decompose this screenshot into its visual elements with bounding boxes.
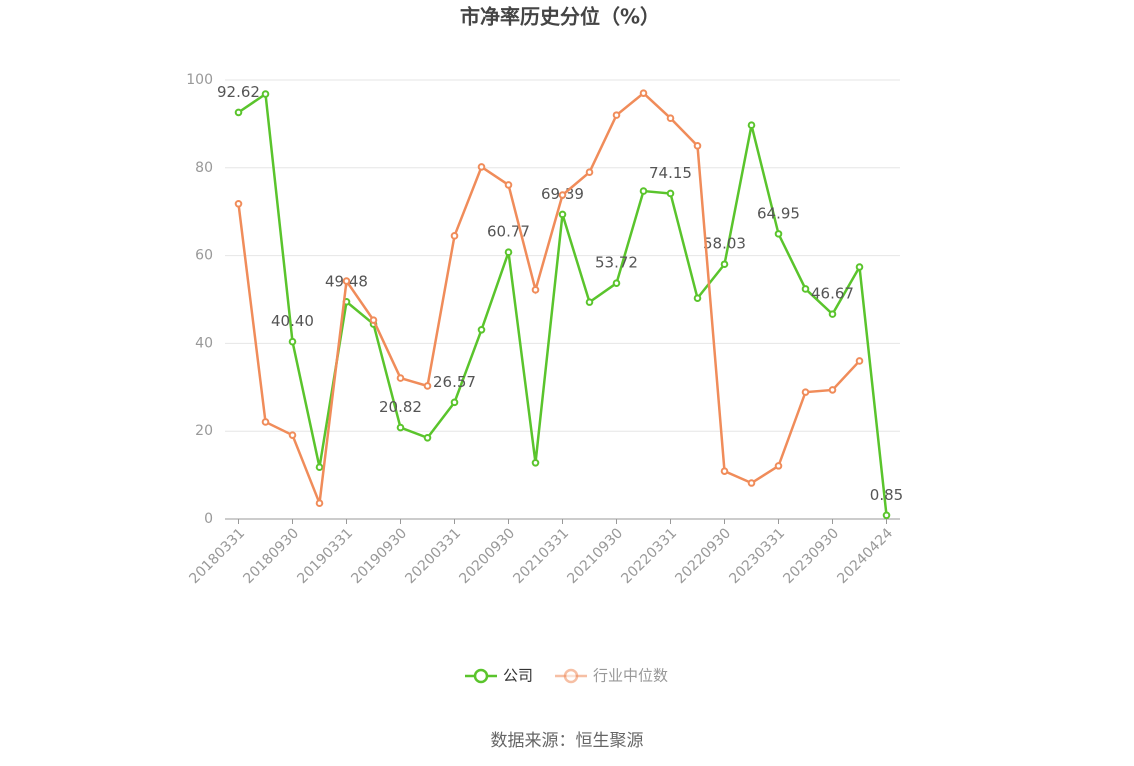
x-tick-label: 20230930 [780, 525, 842, 587]
point [234, 108, 243, 117]
x-tick-label: 20220331 [618, 525, 680, 587]
y-tick-label: 100 [186, 72, 213, 88]
point [774, 462, 783, 470]
data-label: 53.72 [595, 254, 638, 272]
point [315, 499, 324, 507]
point [639, 187, 648, 195]
data-label: 26.57 [433, 373, 476, 391]
y-tick-label: 40 [195, 335, 213, 351]
point [558, 210, 567, 219]
data-label: 92.62 [217, 83, 260, 101]
point [315, 463, 324, 471]
x-tick-label: 20240424 [834, 525, 896, 587]
point [855, 357, 864, 365]
point [747, 121, 756, 130]
point [666, 189, 675, 198]
point [855, 263, 864, 271]
point [801, 388, 810, 396]
data-label: 20.82 [379, 398, 422, 416]
x-tick-label: 20210331 [510, 525, 572, 587]
point [504, 248, 513, 257]
point [396, 374, 405, 382]
y-tick-label: 80 [195, 160, 213, 176]
point [801, 285, 810, 293]
point [531, 286, 540, 294]
y-tick-label: 60 [195, 248, 213, 264]
point [612, 111, 621, 119]
point [639, 89, 648, 97]
x-tick-label: 20210930 [564, 525, 626, 587]
point [288, 337, 297, 346]
x-tick-label: 20180331 [186, 525, 248, 587]
point [504, 181, 513, 189]
legend-marker[interactable] [473, 668, 489, 684]
legend-label[interactable]: 公司 [503, 667, 533, 685]
point [288, 431, 297, 439]
point [585, 298, 594, 306]
point [882, 511, 891, 520]
data-label: 0.85 [870, 486, 903, 504]
point [558, 191, 567, 199]
point [612, 279, 621, 287]
x-tick-label: 20230331 [726, 525, 788, 587]
point [828, 386, 837, 394]
point [423, 433, 432, 442]
point [261, 418, 270, 426]
point [396, 423, 405, 432]
x-tick-label: 20220930 [672, 525, 734, 587]
x-tick-label: 20200930 [456, 525, 518, 587]
data-label: 64.95 [757, 204, 800, 222]
data-label: 46.67 [811, 285, 854, 303]
data-label: 40.40 [271, 312, 314, 330]
x-tick-label: 20180930 [240, 525, 302, 587]
point [828, 310, 837, 318]
x-tick-label: 20200331 [402, 525, 464, 587]
point [747, 479, 756, 487]
point [450, 232, 459, 240]
series-line [237, 91, 861, 504]
point [720, 467, 729, 475]
chart-title: 市净率历史分位（%） [460, 5, 660, 29]
point [531, 459, 540, 467]
legend-label[interactable]: 行业中位数 [593, 667, 668, 685]
x-tick-label: 20190930 [348, 525, 410, 587]
point [261, 90, 270, 98]
point [450, 398, 459, 407]
x-tick-label: 20190331 [294, 525, 356, 587]
legend-marker[interactable] [563, 668, 579, 684]
point [477, 163, 486, 171]
point [369, 316, 378, 324]
point [423, 382, 432, 390]
point [693, 294, 702, 302]
series-line [237, 91, 888, 516]
point [774, 230, 783, 238]
point [342, 277, 351, 285]
point [234, 199, 243, 208]
point [720, 260, 729, 269]
source: 数据来源：恒生聚源 [491, 731, 644, 751]
point [477, 325, 486, 334]
point [585, 168, 594, 176]
point [666, 114, 675, 122]
data-label: 58.03 [703, 235, 746, 253]
data-label: 74.15 [649, 164, 692, 182]
y-tick-label: 0 [204, 511, 213, 527]
data-label: 60.77 [487, 223, 530, 241]
y-tick-label: 20 [195, 423, 213, 439]
point [693, 142, 702, 150]
